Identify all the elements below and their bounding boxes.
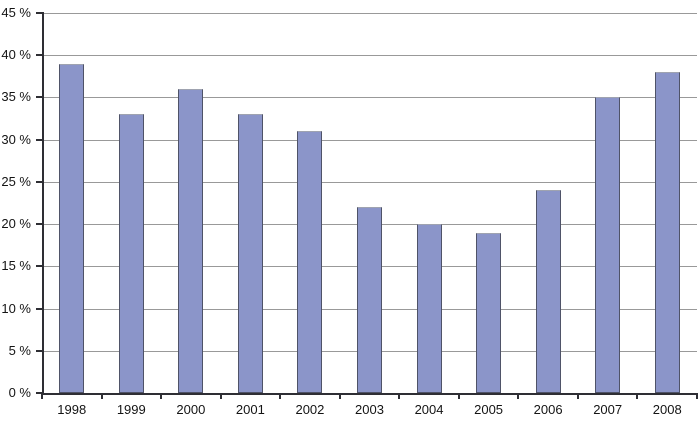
y-axis-tick-45 bbox=[36, 12, 42, 14]
y-axis-label-30: 30 % bbox=[1, 131, 31, 147]
y-axis-label-45: 45 % bbox=[1, 5, 31, 20]
bar-1998 bbox=[59, 63, 85, 393]
y-axis-tick-40 bbox=[36, 54, 42, 57]
x-axis-label-2000: 2000 bbox=[176, 402, 206, 417]
x-axis-label-2003: 2003 bbox=[355, 402, 384, 417]
x-axis-label-1998: 1998 bbox=[57, 402, 87, 417]
x-axis-tick-8 bbox=[517, 394, 520, 399]
y-axis-tick-25 bbox=[36, 180, 42, 183]
y-axis-label-40: 40 % bbox=[1, 47, 31, 63]
x-axis-line bbox=[41, 393, 698, 395]
x-axis-label-2001: 2001 bbox=[235, 402, 265, 417]
y-axis-tick-15 bbox=[36, 265, 42, 268]
y-axis-label-10: 10 % bbox=[1, 300, 31, 316]
gridline-35 bbox=[42, 97, 697, 99]
bar-2007 bbox=[595, 97, 621, 393]
bar-2004 bbox=[416, 224, 442, 393]
x-axis-tick-6 bbox=[398, 394, 401, 399]
y-axis-tick-35 bbox=[36, 96, 42, 99]
bar-2008 bbox=[654, 72, 680, 393]
y-axis-tick-5 bbox=[36, 349, 42, 352]
x-axis-label-2007: 2007 bbox=[593, 402, 623, 417]
y-axis-label-0: 0 % bbox=[8, 385, 31, 400]
bar-2006 bbox=[535, 190, 561, 393]
gridline-40 bbox=[42, 55, 697, 57]
y-axis-label-5: 5 % bbox=[8, 342, 31, 358]
bar-2002 bbox=[297, 131, 323, 393]
x-axis-label-2005: 2005 bbox=[474, 402, 504, 417]
plot-area bbox=[42, 13, 697, 393]
y-axis-label-35: 35 % bbox=[1, 89, 31, 105]
x-axis-tick-5 bbox=[338, 394, 341, 399]
gridline-45 bbox=[42, 13, 697, 14]
bar-2003 bbox=[357, 207, 382, 393]
bar-2005 bbox=[476, 232, 502, 393]
bar-2001 bbox=[237, 114, 263, 393]
x-axis-tick-3 bbox=[219, 394, 222, 399]
y-axis-tick-0 bbox=[36, 392, 42, 394]
x-axis-tick-10 bbox=[636, 394, 639, 399]
y-axis-line bbox=[42, 12, 44, 394]
x-axis-tick-11 bbox=[696, 394, 698, 399]
x-axis-label-2004: 2004 bbox=[414, 402, 444, 417]
x-axis-label-2002: 2002 bbox=[295, 402, 325, 417]
x-axis-tick-2 bbox=[160, 394, 163, 399]
y-axis-tick-30 bbox=[36, 138, 42, 141]
y-axis-tick-20 bbox=[36, 223, 42, 226]
x-axis-tick-7 bbox=[457, 394, 460, 399]
x-axis-label-1999: 1999 bbox=[116, 402, 146, 417]
bar-1999 bbox=[118, 114, 144, 393]
x-axis-tick-0 bbox=[41, 394, 43, 399]
y-axis-label-20: 20 % bbox=[1, 216, 31, 232]
gridline-30 bbox=[42, 139, 697, 141]
x-axis-tick-1 bbox=[100, 394, 103, 399]
x-axis-label-2008: 2008 bbox=[652, 402, 682, 417]
x-axis-label-2006: 2006 bbox=[533, 402, 563, 417]
bar-2000 bbox=[178, 89, 204, 393]
y-axis-label-15: 15 % bbox=[1, 258, 31, 274]
gridline-25 bbox=[42, 181, 697, 183]
x-axis-tick-9 bbox=[576, 394, 579, 399]
x-axis-tick-4 bbox=[279, 394, 282, 399]
y-axis-tick-10 bbox=[36, 307, 42, 310]
y-axis-label-25: 25 % bbox=[1, 173, 31, 189]
